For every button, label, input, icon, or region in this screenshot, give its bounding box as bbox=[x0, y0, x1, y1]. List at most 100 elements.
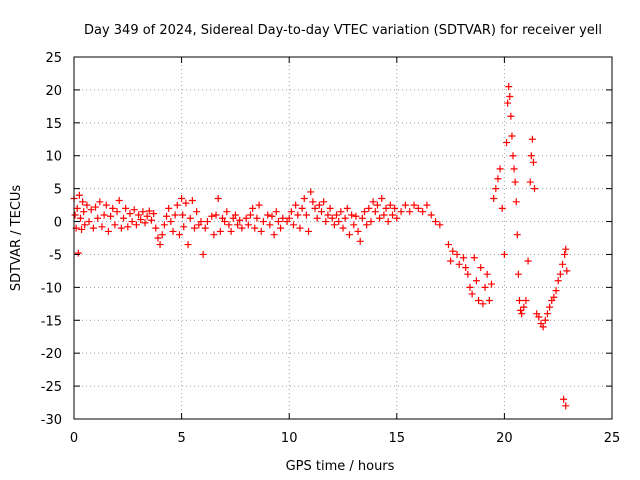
data-point bbox=[511, 178, 519, 186]
data-point bbox=[397, 208, 405, 216]
data-point bbox=[541, 316, 549, 324]
data-point bbox=[543, 310, 551, 318]
data-point bbox=[363, 221, 371, 229]
data-point bbox=[274, 218, 282, 226]
data-point bbox=[562, 402, 570, 410]
data-point bbox=[294, 211, 302, 219]
data-point bbox=[191, 224, 199, 232]
data-point bbox=[208, 212, 216, 220]
data-point bbox=[436, 221, 444, 229]
data-point bbox=[139, 208, 147, 216]
data-point bbox=[128, 218, 136, 226]
data-point bbox=[152, 224, 160, 232]
data-point bbox=[300, 195, 308, 203]
data-point bbox=[109, 204, 117, 212]
data-point bbox=[481, 283, 489, 291]
y-axis-label: SDTVAR / TECUs bbox=[9, 185, 24, 292]
data-point bbox=[171, 211, 179, 219]
data-point bbox=[401, 201, 409, 209]
data-point bbox=[124, 223, 132, 231]
data-point bbox=[268, 212, 276, 220]
data-point bbox=[244, 221, 252, 229]
data-point bbox=[337, 208, 345, 216]
data-point bbox=[102, 201, 110, 209]
data-point bbox=[163, 212, 171, 220]
data-point bbox=[80, 208, 88, 216]
data-point bbox=[462, 264, 470, 272]
data-point bbox=[141, 219, 149, 227]
data-point bbox=[563, 267, 571, 275]
data-point bbox=[510, 165, 518, 173]
data-point bbox=[236, 216, 244, 224]
data-point bbox=[371, 208, 379, 216]
data-point bbox=[386, 201, 394, 209]
data-point bbox=[178, 195, 186, 203]
data-point bbox=[496, 165, 504, 173]
data-point bbox=[500, 250, 508, 258]
data-point bbox=[154, 234, 162, 242]
data-point bbox=[201, 224, 209, 232]
data-point bbox=[253, 214, 261, 222]
data-point bbox=[333, 211, 341, 219]
data-point bbox=[197, 218, 205, 226]
data-point bbox=[160, 221, 168, 229]
data-point bbox=[468, 290, 476, 298]
data-point bbox=[487, 280, 495, 288]
data-point bbox=[175, 231, 183, 239]
data-point bbox=[169, 227, 177, 235]
data-point bbox=[561, 250, 569, 258]
data-point bbox=[212, 211, 220, 219]
data-point bbox=[494, 175, 502, 183]
data-point bbox=[135, 211, 143, 219]
data-point bbox=[475, 297, 483, 305]
data-point bbox=[330, 221, 338, 229]
data-point bbox=[369, 198, 377, 206]
data-point bbox=[92, 203, 100, 211]
data-point bbox=[85, 218, 93, 226]
data-point bbox=[98, 223, 106, 231]
data-point bbox=[266, 221, 274, 229]
data-point bbox=[257, 227, 265, 235]
data-point bbox=[287, 208, 295, 216]
data-point bbox=[515, 297, 523, 305]
y-tick-label: -30 bbox=[41, 413, 62, 428]
data-point bbox=[345, 231, 353, 239]
data-point bbox=[552, 287, 560, 295]
data-point bbox=[388, 211, 396, 219]
y-tick-label: 10 bbox=[45, 150, 62, 165]
data-point bbox=[234, 221, 242, 229]
data-point bbox=[115, 196, 123, 204]
x-tick-label: 10 bbox=[281, 431, 298, 446]
data-point bbox=[343, 204, 351, 212]
y-tick-label: -15 bbox=[41, 314, 62, 329]
data-point bbox=[528, 135, 536, 143]
data-point bbox=[498, 204, 506, 212]
data-point bbox=[104, 227, 112, 235]
chart-title: Day 349 of 2024, Sidereal Day-to-day VTE… bbox=[84, 23, 602, 38]
data-point bbox=[279, 214, 287, 222]
data-point bbox=[550, 293, 558, 301]
data-point bbox=[356, 237, 364, 245]
data-point bbox=[509, 152, 517, 160]
data-point bbox=[117, 224, 125, 232]
data-point bbox=[384, 218, 392, 226]
data-point bbox=[145, 207, 153, 215]
y-tick-label: 20 bbox=[45, 84, 62, 99]
data-point bbox=[449, 247, 457, 255]
data-point bbox=[156, 241, 164, 249]
data-point bbox=[505, 83, 513, 91]
data-point bbox=[367, 218, 375, 226]
data-point bbox=[406, 208, 414, 216]
data-point bbox=[216, 227, 224, 235]
data-point bbox=[313, 214, 321, 222]
data-point bbox=[296, 224, 304, 232]
data-point bbox=[81, 221, 89, 229]
data-point bbox=[512, 198, 520, 206]
data-point bbox=[352, 212, 360, 220]
y-tick-label: -20 bbox=[41, 347, 62, 362]
data-point bbox=[75, 191, 83, 199]
data-point bbox=[526, 178, 534, 186]
y-tick-label: 0 bbox=[54, 216, 62, 231]
data-point bbox=[305, 227, 313, 235]
